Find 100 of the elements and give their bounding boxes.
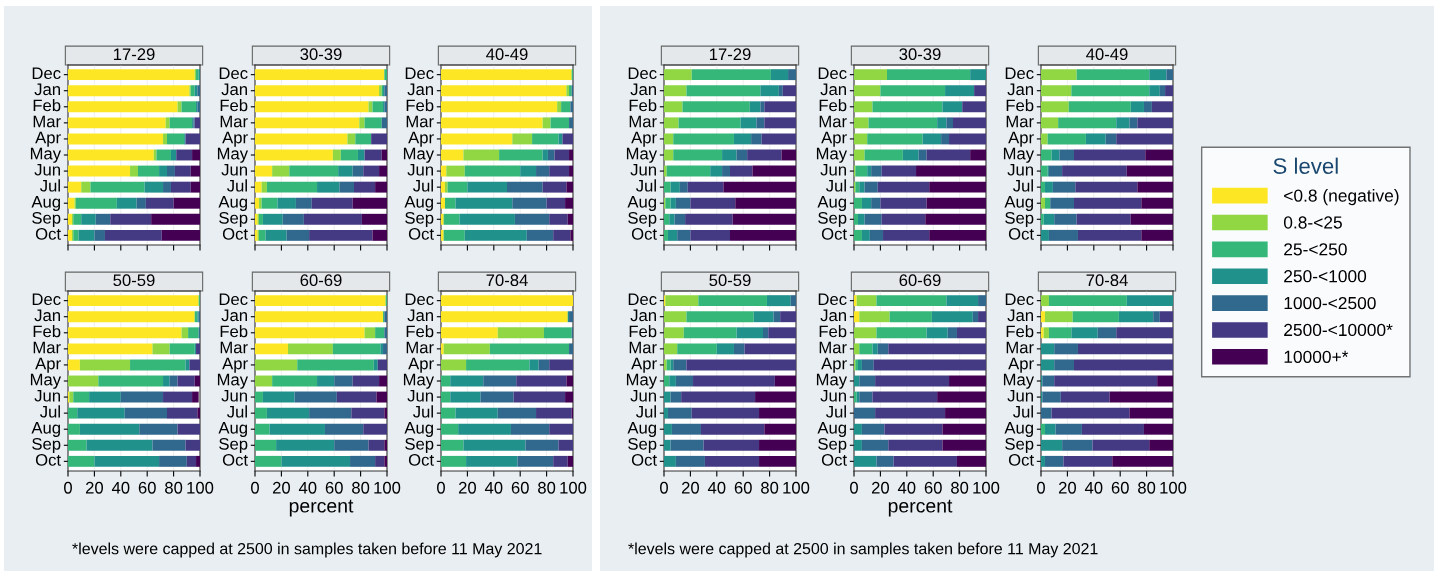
y-tick-label: Apr (35, 131, 61, 147)
x-tick-label: 100 (560, 481, 587, 494)
y-tick-label: Oct (35, 454, 61, 466)
x-tick-label: 60 (138, 481, 156, 494)
x-tick-label: 80 (352, 481, 370, 494)
y-tick-label: Jan (1007, 83, 1033, 96)
y-tick-label: May (30, 373, 62, 389)
y-tick-label: Sep (219, 437, 248, 454)
legend-label: 0.8-<25 (1283, 216, 1342, 229)
y-tick-label: Oct (222, 228, 248, 240)
y-tick-label: Feb (220, 99, 248, 112)
y-tick-label: Oct (631, 228, 657, 240)
x-tick-label: 80 (951, 481, 969, 494)
y-tick-label: May (30, 147, 62, 163)
y-tick-label: Sep (1005, 211, 1034, 228)
y-tick-label: Aug (627, 196, 656, 211)
chart-title: 17-29 (709, 48, 751, 61)
x-tick-label: 60 (734, 481, 752, 494)
y-tick-label: May (403, 373, 435, 389)
y-tick-label: Jul (413, 179, 433, 192)
chart-title: 40-49 (486, 48, 528, 61)
y-tick-label: Aug (31, 422, 60, 437)
y-tick-label: Jul (40, 405, 60, 418)
y-tick-label: Dec (32, 293, 61, 306)
legend-title: S level (1273, 157, 1338, 174)
y-tick-label: Dec (1005, 293, 1034, 306)
x-tick-label: 0 (64, 481, 72, 494)
y-tick-label: Mar (33, 341, 61, 354)
y-tick-label: Dec (219, 67, 248, 80)
y-tick-label: Jul (1013, 179, 1033, 192)
x-tick-label: 40 (298, 481, 317, 494)
y-tick-label: Jun (1007, 163, 1033, 176)
x-tick-label: 20 (85, 481, 104, 494)
legend-label: 1000-<2500 (1284, 296, 1376, 310)
y-tick-label: Feb (1006, 99, 1034, 112)
y-tick-label: Mar (629, 115, 657, 128)
y-tick-label: Jun (820, 163, 846, 176)
y-tick-label: Jun (34, 163, 60, 176)
y-tick-label: Oct (1008, 228, 1034, 240)
y-tick-label: Dec (818, 67, 847, 80)
y-tick-label: Feb (629, 99, 657, 112)
y-tick-label: Oct (408, 454, 434, 466)
y-tick-label: Oct (408, 228, 434, 240)
y-tick-label: Mar (819, 115, 847, 128)
y-tick-label: May (626, 147, 658, 163)
y-tick-label: Sep (405, 437, 434, 454)
y-tick-label: Feb (33, 99, 61, 112)
x-tick-label: 20 (458, 481, 477, 494)
y-tick-label: Apr (408, 357, 434, 373)
y-tick-label: Oct (821, 228, 847, 240)
y-tick-label: Jun (630, 389, 656, 402)
y-tick-label: Apr (821, 357, 847, 373)
x-tick-label: 80 (538, 481, 556, 494)
y-tick-label: Aug (1004, 422, 1033, 437)
y-tick-label: Apr (222, 357, 248, 373)
x-tick-label: 100 (973, 481, 1000, 494)
x-tick-label: 80 (761, 481, 779, 494)
chart-title: 40-49 (1086, 48, 1128, 61)
y-tick-label: Apr (35, 357, 61, 373)
x-tick-label: 80 (1138, 481, 1156, 494)
y-tick-label: Jun (407, 389, 433, 402)
y-tick-label: Feb (406, 325, 434, 338)
y-tick-label: Sep (628, 437, 657, 454)
y-tick-label: Jun (221, 389, 247, 402)
x-tick-label: 100 (187, 481, 214, 494)
y-tick-label: Dec (405, 293, 434, 306)
x-tick-label: 100 (1160, 481, 1187, 494)
y-tick-label: Dec (818, 293, 847, 306)
y-tick-label: Sep (219, 211, 248, 228)
chart-title: 70-84 (486, 274, 528, 287)
y-tick-label: Jan (630, 83, 656, 96)
y-tick-label: Jan (1007, 309, 1033, 322)
chart-title: 17-29 (113, 48, 155, 61)
x-tick-label: 60 (924, 481, 942, 494)
y-tick-label: Jul (826, 179, 846, 192)
legend-label: 10000+* (1284, 350, 1349, 363)
text: *levels were capped at 2500 in samples taken before 11 May 2021 (72, 542, 542, 558)
y-tick-label: Jun (221, 163, 247, 176)
y-tick-label: Jun (34, 389, 60, 402)
y-tick-label: Apr (821, 131, 847, 147)
x-tick-label: 40 (111, 481, 130, 494)
y-tick-label: Feb (33, 325, 61, 338)
y-tick-label: Jan (407, 83, 433, 96)
y-tick-label: Jan (34, 309, 60, 322)
y-tick-label: Apr (631, 131, 657, 147)
y-tick-label: Apr (1008, 131, 1034, 147)
y-tick-label: Jan (407, 309, 433, 322)
x-axis-title: percent (888, 499, 953, 517)
x-tick-label: 60 (1111, 481, 1129, 494)
y-tick-label: Mar (1006, 115, 1034, 128)
y-tick-label: Aug (1004, 196, 1033, 211)
y-tick-label: Oct (35, 228, 61, 240)
y-tick-label: Jul (636, 405, 656, 418)
x-tick-label: 100 (374, 481, 401, 494)
x-tick-label: 40 (484, 481, 503, 494)
y-tick-label: Feb (629, 325, 657, 338)
y-tick-label: Sep (628, 211, 657, 228)
x-tick-label: 60 (511, 481, 529, 494)
legend-label: 25-<250 (1284, 243, 1347, 256)
y-tick-label: Mar (629, 341, 657, 354)
